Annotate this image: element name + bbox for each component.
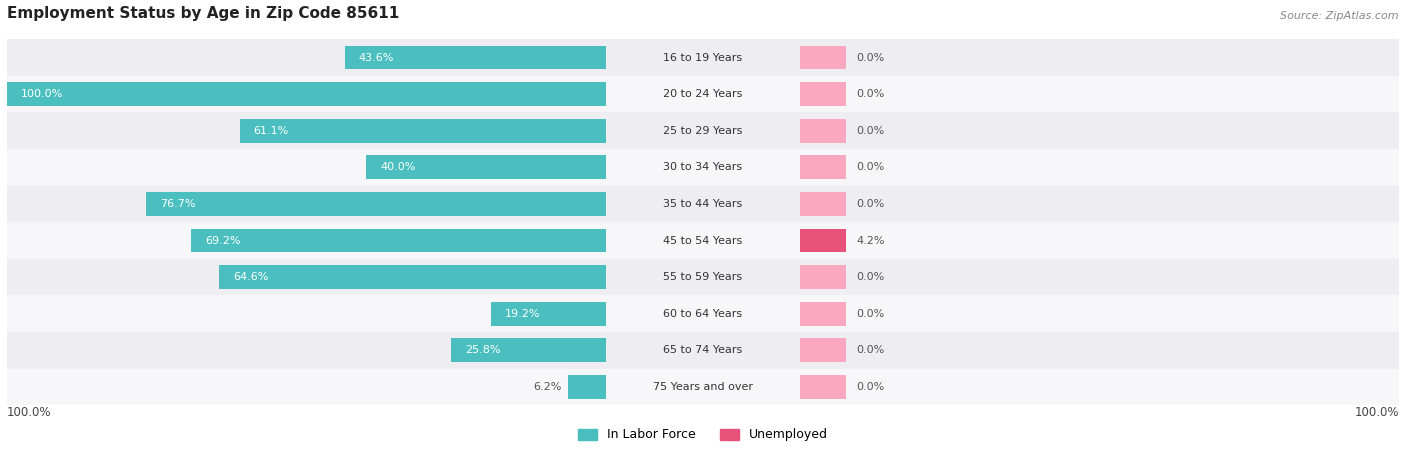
- Text: 0.0%: 0.0%: [856, 89, 884, 99]
- Bar: [219, 265, 606, 289]
- Text: 16 to 19 Years: 16 to 19 Years: [664, 53, 742, 63]
- Text: 75 Years and over: 75 Years and over: [652, 382, 754, 392]
- Text: 60 to 64 Years: 60 to 64 Years: [664, 308, 742, 319]
- Bar: [7, 82, 606, 106]
- Bar: [800, 46, 845, 69]
- Bar: [191, 229, 606, 253]
- Bar: [240, 119, 606, 143]
- Bar: [7, 186, 1399, 222]
- Bar: [7, 149, 1399, 186]
- Bar: [800, 192, 845, 216]
- Text: Source: ZipAtlas.com: Source: ZipAtlas.com: [1281, 11, 1399, 21]
- Text: 100.0%: 100.0%: [7, 406, 52, 419]
- Text: 64.6%: 64.6%: [233, 272, 269, 282]
- Text: 25.8%: 25.8%: [465, 345, 501, 355]
- Text: 4.2%: 4.2%: [856, 235, 884, 245]
- Text: 0.0%: 0.0%: [856, 199, 884, 209]
- Text: 19.2%: 19.2%: [505, 308, 540, 319]
- Legend: In Labor Force, Unemployed: In Labor Force, Unemployed: [572, 423, 834, 446]
- Text: 69.2%: 69.2%: [205, 235, 240, 245]
- Text: 20 to 24 Years: 20 to 24 Years: [664, 89, 742, 99]
- Text: 0.0%: 0.0%: [856, 126, 884, 136]
- Text: 0.0%: 0.0%: [856, 382, 884, 392]
- Bar: [7, 112, 1399, 149]
- Text: 0.0%: 0.0%: [856, 308, 884, 319]
- Bar: [366, 156, 606, 179]
- Text: 0.0%: 0.0%: [856, 53, 884, 63]
- Bar: [7, 39, 1399, 76]
- Bar: [800, 375, 845, 399]
- Text: 55 to 59 Years: 55 to 59 Years: [664, 272, 742, 282]
- Text: 40.0%: 40.0%: [380, 162, 415, 172]
- Bar: [344, 46, 606, 69]
- Bar: [568, 375, 606, 399]
- Bar: [800, 302, 845, 326]
- Bar: [491, 302, 606, 326]
- Bar: [451, 338, 606, 362]
- Text: 25 to 29 Years: 25 to 29 Years: [664, 126, 742, 136]
- Text: 100.0%: 100.0%: [1354, 406, 1399, 419]
- Text: 30 to 34 Years: 30 to 34 Years: [664, 162, 742, 172]
- Bar: [7, 222, 1399, 259]
- Text: 65 to 74 Years: 65 to 74 Years: [664, 345, 742, 355]
- Text: 0.0%: 0.0%: [856, 272, 884, 282]
- Bar: [800, 229, 845, 253]
- Text: 0.0%: 0.0%: [856, 345, 884, 355]
- Text: 6.2%: 6.2%: [533, 382, 561, 392]
- Bar: [800, 156, 845, 179]
- Bar: [800, 82, 845, 106]
- Text: 43.6%: 43.6%: [359, 53, 394, 63]
- Text: 0.0%: 0.0%: [856, 162, 884, 172]
- Bar: [800, 119, 845, 143]
- Bar: [7, 76, 1399, 112]
- Text: 76.7%: 76.7%: [160, 199, 195, 209]
- Bar: [7, 259, 1399, 295]
- Bar: [7, 332, 1399, 368]
- Bar: [146, 192, 606, 216]
- Text: 35 to 44 Years: 35 to 44 Years: [664, 199, 742, 209]
- Text: Employment Status by Age in Zip Code 85611: Employment Status by Age in Zip Code 856…: [7, 6, 399, 21]
- Text: 100.0%: 100.0%: [21, 89, 63, 99]
- Bar: [800, 265, 845, 289]
- Bar: [7, 295, 1399, 332]
- Bar: [800, 338, 845, 362]
- Text: 45 to 54 Years: 45 to 54 Years: [664, 235, 742, 245]
- Bar: [7, 368, 1399, 405]
- Text: 61.1%: 61.1%: [253, 126, 290, 136]
